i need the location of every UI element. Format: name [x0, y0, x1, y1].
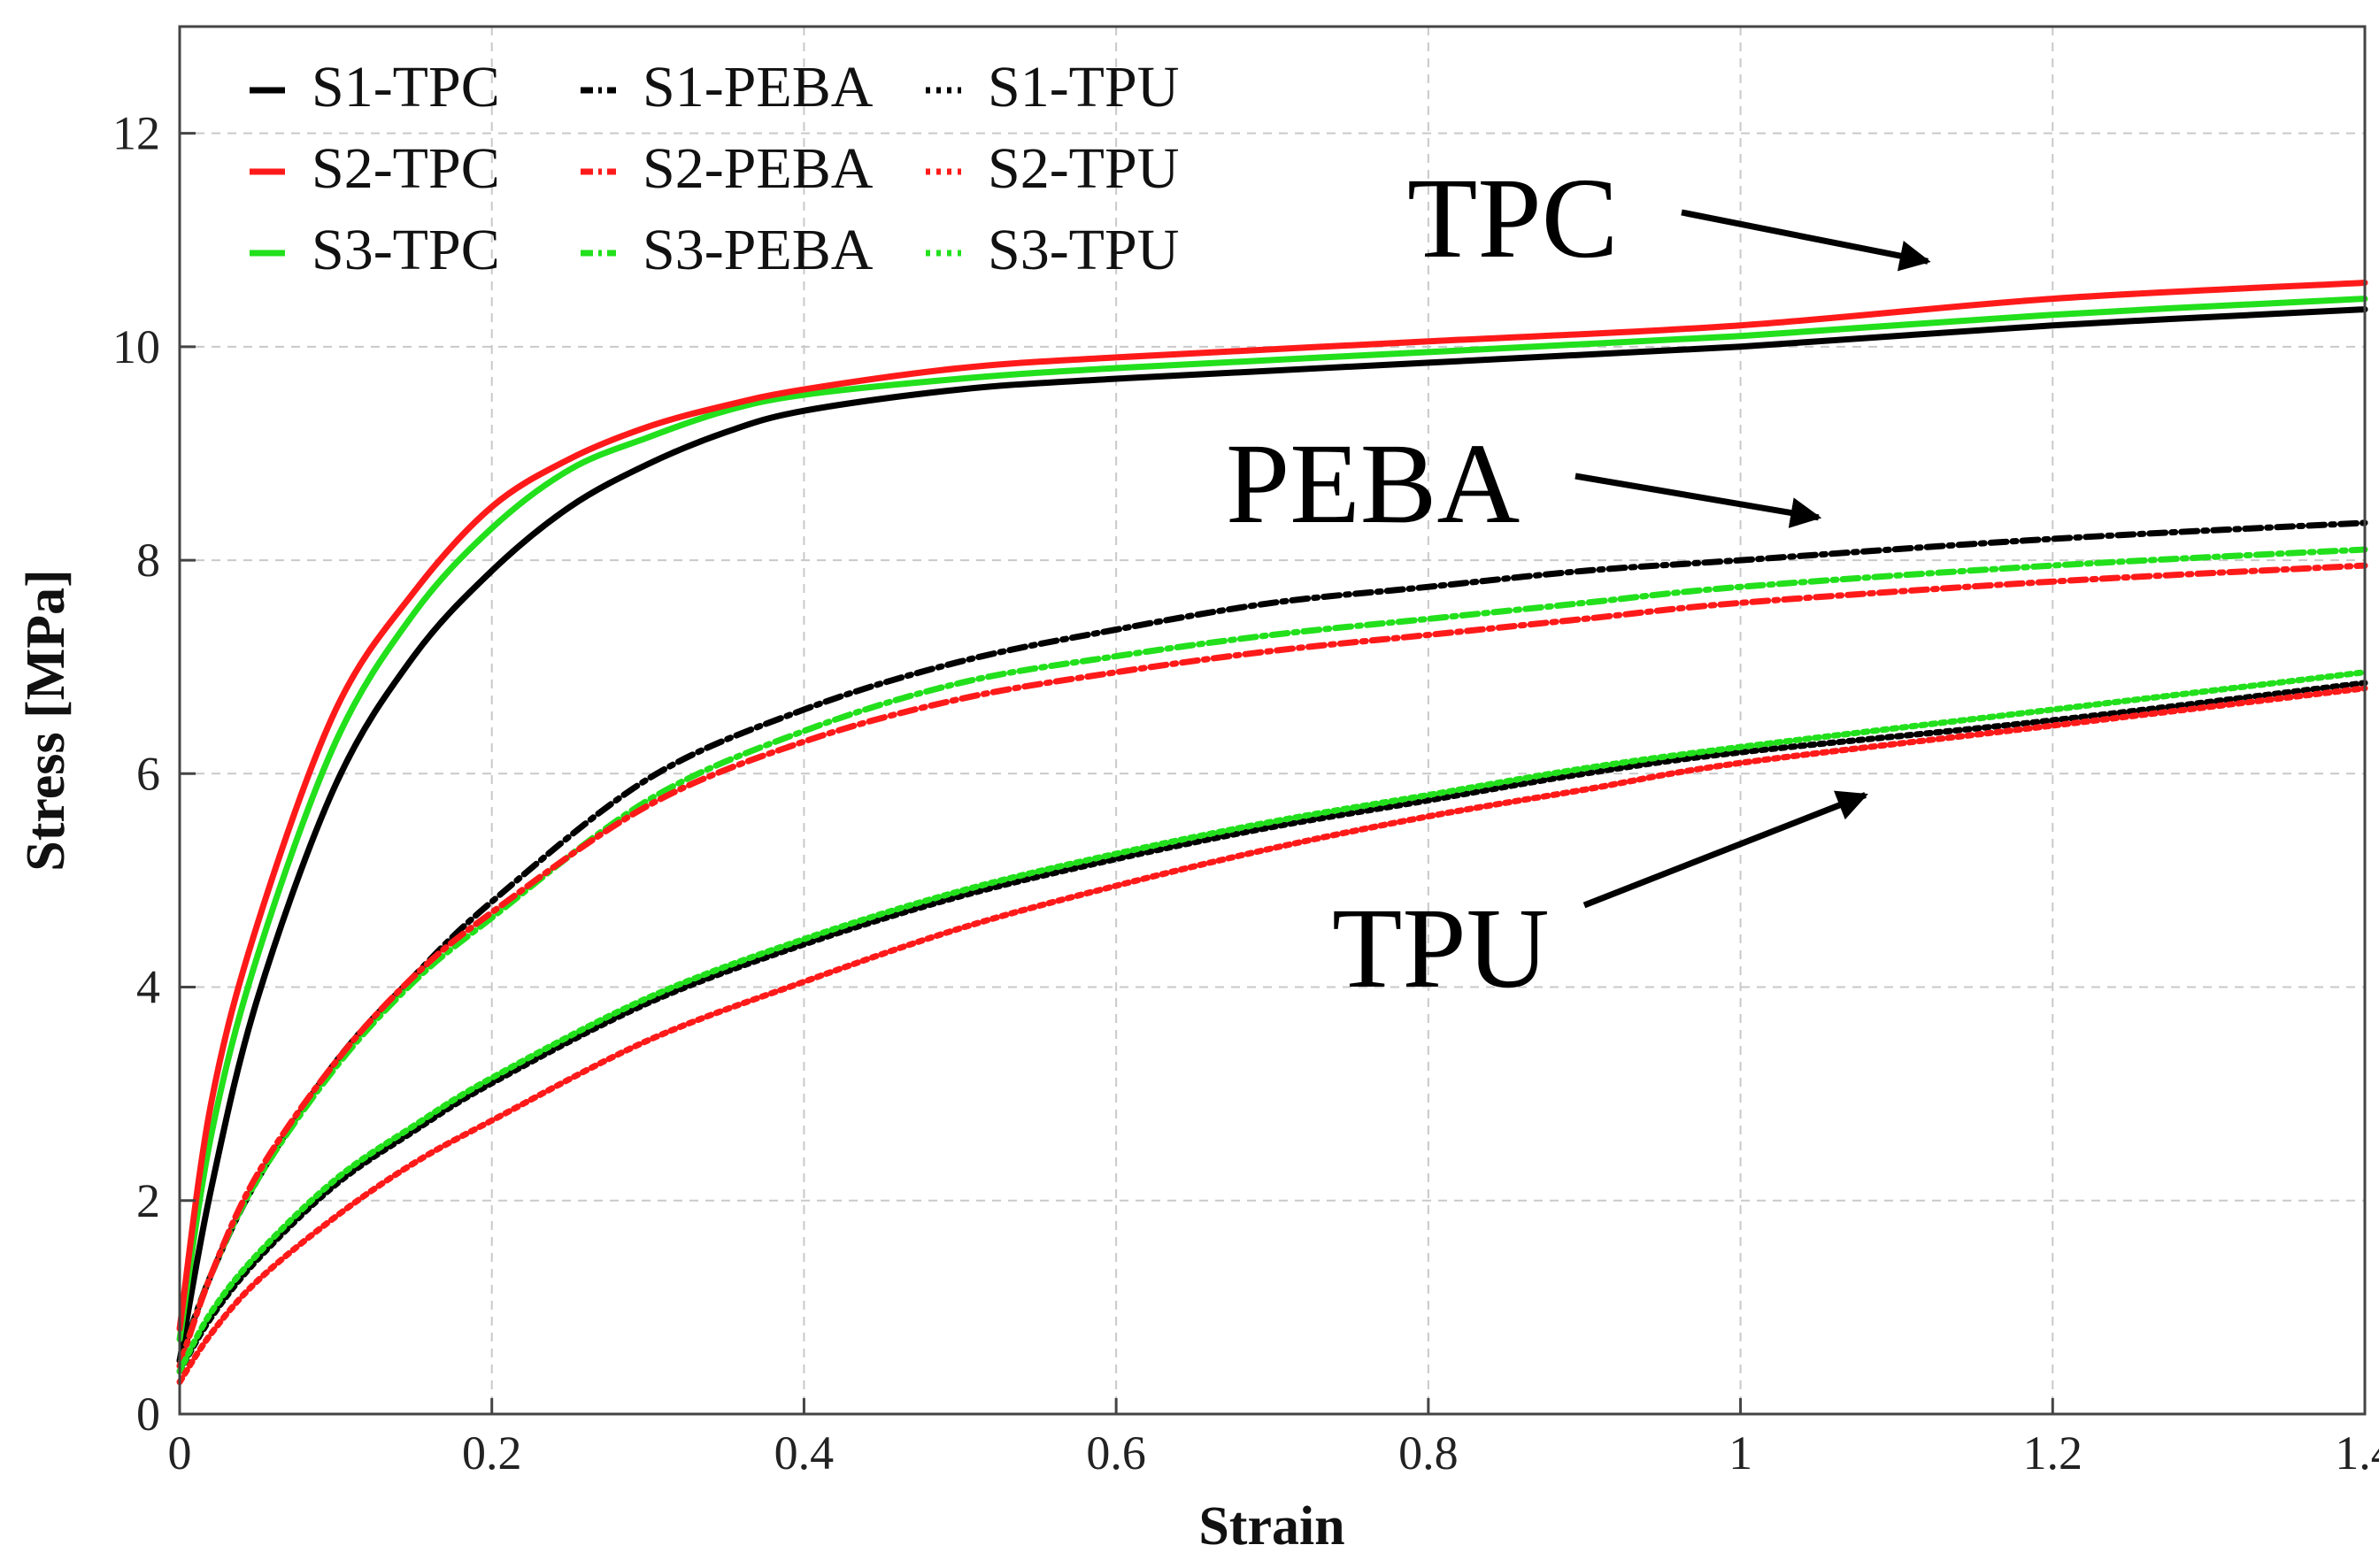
- x-tick-label: 0.2: [462, 1426, 522, 1480]
- series-line-s1-tpc: [176, 306, 2368, 1364]
- plot-frame: [178, 25, 2367, 1416]
- x-axis-title: Strain: [1198, 1496, 1344, 1556]
- x-tick-label: 1: [1728, 1426, 1752, 1480]
- series-layer: [176, 280, 2368, 1386]
- annotation-arrow-peba: [1574, 473, 1822, 528]
- legend-label-s1-tpc: S1-TPC: [312, 55, 500, 119]
- y-axis-title: Stress [MPa]: [16, 569, 76, 871]
- series-line-s3-peba: [176, 546, 2368, 1370]
- series-line-s1-tpu: [176, 680, 2368, 1375]
- legend-label-s2-peba: S2-PEBA: [643, 136, 874, 201]
- legend-label-s1-peba: S1-PEBA: [643, 55, 874, 119]
- y-tick-label: 0: [136, 1387, 160, 1441]
- y-tick-label: 8: [136, 534, 160, 587]
- series-line-s3-tpc: [176, 296, 2368, 1343]
- annotations: TPC PEBA TPU: [1226, 155, 1931, 1012]
- annotation-peba: PEBA: [1226, 420, 1520, 548]
- x-tick-label: 0.8: [1398, 1426, 1459, 1480]
- series-line-s2-tpu: [176, 685, 2368, 1386]
- series-line-s3-tpu: [176, 669, 2368, 1375]
- ticks: 0 0.2 0.4 0.6 0.8 1 1.2 1.4 0 2 4 6 8 10 12: [112, 107, 2379, 1480]
- series-line-s2-peba: [176, 562, 2368, 1370]
- annotation-arrow-tpc: [1681, 209, 1931, 272]
- legend-label-s2-tpu: S2-TPU: [988, 136, 1179, 201]
- series-line-s2-tpc: [176, 280, 2368, 1332]
- x-tick-label: 1.4: [2335, 1426, 2379, 1480]
- legend: S1-TPC S2-TPC S3-TPC S1-PEBA S2-PEBA S3-PEBA S…: [250, 55, 1179, 282]
- y-tick-label: 10: [112, 320, 160, 373]
- legend-label-s1-tpu: S1-TPU: [988, 55, 1179, 119]
- annotation-tpc: TPC: [1407, 155, 1618, 282]
- y-tick-label: 4: [136, 961, 160, 1014]
- legend-label-s2-tpc: S2-TPC: [312, 136, 500, 201]
- y-tick-label: 12: [112, 107, 160, 160]
- grid: [180, 27, 2365, 1414]
- legend-label-s3-tpc: S3-TPC: [312, 218, 500, 282]
- legend-label-s3-peba: S3-PEBA: [643, 218, 874, 282]
- x-tick-label: 1.2: [2023, 1426, 2083, 1480]
- annotation-tpu: TPU: [1332, 885, 1550, 1012]
- y-tick-label: 2: [136, 1174, 160, 1227]
- x-tick-label: 0: [168, 1426, 192, 1480]
- annotation-arrow-tpu: [1582, 790, 1868, 909]
- legend-label-s3-tpu: S3-TPU: [988, 218, 1179, 282]
- y-tick-label: 6: [136, 747, 160, 800]
- x-tick-label: 0.6: [1086, 1426, 1146, 1480]
- x-tick-label: 0.4: [774, 1426, 835, 1480]
